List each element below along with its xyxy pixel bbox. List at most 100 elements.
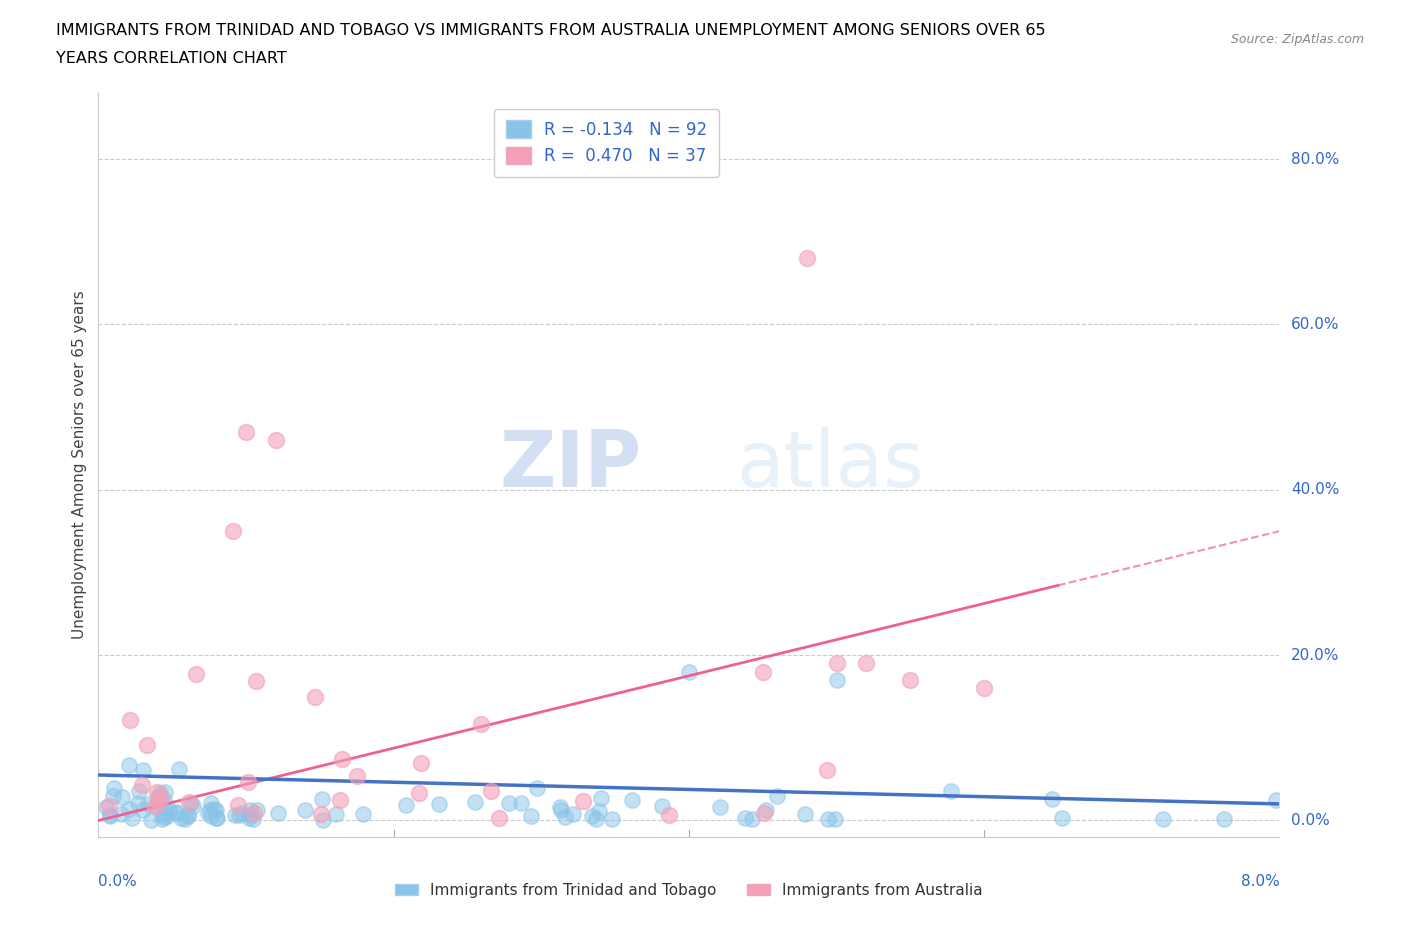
Point [824,811,846,826]
Point [973,681,995,696]
Point [588,804,610,818]
Point [118,802,141,817]
Point [155,804,177,818]
Point [498,796,520,811]
Point [98,808,121,823]
Point [329,793,352,808]
Point [242,811,264,826]
Point [311,791,333,806]
Point [794,806,817,821]
Point [267,805,290,820]
Point [204,803,226,817]
Point [153,792,176,807]
Point [464,794,486,809]
Point [1152,811,1174,826]
Point [181,799,204,814]
Point [146,793,169,808]
Point [304,689,326,704]
Text: YEARS CORRELATION CHART: YEARS CORRELATION CHART [56,51,287,66]
Point [520,808,543,823]
Text: 0.0%: 0.0% [98,874,138,889]
Point [136,737,159,752]
Point [222,524,245,538]
Point [131,778,153,793]
Point [752,664,775,679]
Point [197,805,219,820]
Point [128,784,150,799]
Point [127,795,149,810]
Point [111,790,134,804]
Point [581,809,603,824]
Point [755,803,778,817]
Point [245,673,267,688]
Text: 80.0%: 80.0% [1291,152,1340,166]
Point [752,805,775,820]
Point [153,809,176,824]
Point [98,809,121,824]
Point [157,803,180,817]
Point [294,803,316,817]
Point [120,712,142,727]
Point [205,810,228,825]
Point [591,790,613,805]
Point [202,802,225,817]
Point [149,790,172,805]
Point [149,786,172,801]
Point [177,807,200,822]
Point [330,751,353,766]
Point [103,780,125,795]
Point [153,784,176,799]
Point [1265,792,1288,807]
Point [765,789,787,804]
Point [488,810,510,825]
Point [150,812,173,827]
Point [200,796,222,811]
Point [817,811,839,826]
Point [146,785,169,800]
Point [224,808,246,823]
Point [309,806,332,821]
Text: IMMIGRANTS FROM TRINIDAD AND TOBAGO VS IMMIGRANTS FROM AUSTRALIA UNEMPLOYMENT AM: IMMIGRANTS FROM TRINIDAD AND TOBAGO VS I… [56,23,1046,38]
Point [152,806,174,821]
Point [312,813,335,828]
Point [101,788,124,803]
Point [239,808,262,823]
Point [709,800,731,815]
Point [395,798,418,813]
Point [479,783,502,798]
Point [734,811,756,826]
Point [741,812,763,827]
Point [167,762,190,777]
Point [939,783,962,798]
Point [796,251,818,266]
Point [264,432,287,447]
Text: 40.0%: 40.0% [1291,483,1340,498]
Point [118,758,141,773]
Point [352,807,374,822]
Point [131,803,153,817]
Point [231,806,253,821]
Text: 8.0%: 8.0% [1240,874,1279,889]
Text: atlas: atlas [737,427,924,503]
Y-axis label: Unemployment Among Seniors over 65 years: Unemployment Among Seniors over 65 years [72,291,87,640]
Point [246,803,269,817]
Text: 20.0%: 20.0% [1291,647,1340,663]
Point [548,800,571,815]
Point [409,756,432,771]
Point [1213,812,1236,827]
Point [121,810,143,825]
Point [198,804,221,818]
Point [170,811,193,826]
Point [346,769,368,784]
Text: 0.0%: 0.0% [1291,813,1330,828]
Point [180,796,202,811]
Point [325,806,347,821]
Point [825,656,848,671]
Point [110,807,132,822]
Point [427,797,450,812]
Point [226,798,249,813]
Point [900,672,922,687]
Point [550,803,572,817]
Legend: R = -0.134   N = 92, R =  0.470   N = 37: R = -0.134 N = 92, R = 0.470 N = 37 [494,109,718,177]
Point [236,775,259,790]
